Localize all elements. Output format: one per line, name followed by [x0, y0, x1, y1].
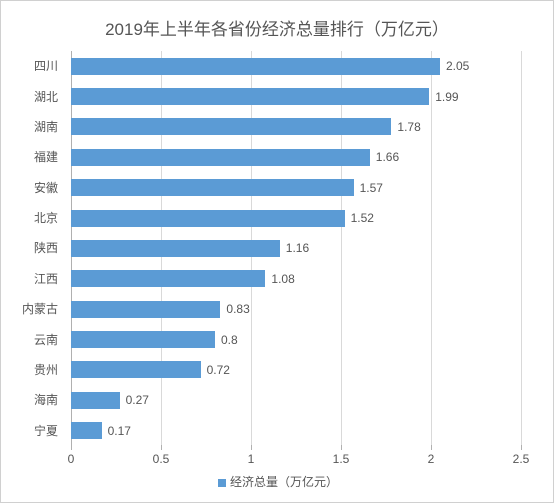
- category-label: 海南: [1, 389, 66, 411]
- chart-title: 2019年上半年各省份经济总量排行（万亿元）: [1, 1, 553, 40]
- category-label: 湖北: [1, 86, 66, 108]
- bar-value-label: 1.57: [360, 181, 383, 195]
- category-label: 四川: [1, 55, 66, 77]
- bar-value-label: 0.17: [108, 424, 131, 438]
- category-label: 福建: [1, 146, 66, 168]
- bar: [71, 392, 120, 409]
- bar-value-label: 0.72: [207, 363, 230, 377]
- bar-value-label: 1.99: [435, 90, 458, 104]
- category-label: 贵州: [1, 359, 66, 381]
- bar-value-label: 1.52: [351, 211, 374, 225]
- bar-row: 1.57: [71, 177, 521, 199]
- x-tick-mark: [251, 445, 252, 450]
- bar-value-label: 2.05: [446, 59, 469, 73]
- x-tick-mark: [521, 445, 522, 450]
- bar-value-label: 1.78: [397, 120, 420, 134]
- bars-holder: 2.05 1.99 1.78 1.66 1.57 1.52 1.16 1.08 0.83 0.8 0…: [71, 51, 521, 446]
- x-tick-label: 1.5: [333, 452, 350, 466]
- legend-swatch: [218, 479, 226, 487]
- category-label: 江西: [1, 268, 66, 290]
- bar: [71, 270, 265, 287]
- bar-value-label: 0.8: [221, 333, 238, 347]
- bar-row: 0.8: [71, 329, 521, 351]
- bar: [71, 422, 102, 439]
- category-label: 云南: [1, 329, 66, 351]
- bar-row: 0.27: [71, 389, 521, 411]
- bar: [71, 361, 201, 378]
- x-axis: 00.511.522.5: [71, 446, 521, 466]
- bar-row: 2.05: [71, 55, 521, 77]
- y-axis-category-labels: 四川湖北湖南福建安徽北京陕西江西内蒙古云南贵州海南宁夏: [1, 51, 66, 446]
- category-label: 宁夏: [1, 420, 66, 442]
- bar-row: 1.52: [71, 207, 521, 229]
- x-tick-mark: [71, 445, 72, 450]
- x-tick-mark: [431, 445, 432, 450]
- bar-row: 0.72: [71, 359, 521, 381]
- bar-row: 1.78: [71, 116, 521, 138]
- bar-value-label: 1.08: [271, 272, 294, 286]
- bar-value-label: 1.16: [286, 241, 309, 255]
- bar: [71, 58, 440, 75]
- chart-container: 2019年上半年各省份经济总量排行（万亿元） 四川湖北湖南福建安徽北京陕西江西内…: [0, 0, 554, 503]
- legend-label: 经济总量（万亿元）: [230, 475, 338, 489]
- x-tick-mark: [161, 445, 162, 450]
- gridline: [521, 51, 522, 446]
- bar: [71, 118, 391, 135]
- category-label: 安徽: [1, 177, 66, 199]
- category-label: 北京: [1, 207, 66, 229]
- x-tick-label: 2.5: [513, 452, 530, 466]
- x-tick-label: 0.5: [153, 452, 170, 466]
- bar-value-label: 0.27: [126, 393, 149, 407]
- bar-row: 1.08: [71, 268, 521, 290]
- bar: [71, 240, 280, 257]
- bar: [71, 149, 370, 166]
- bar: [71, 179, 354, 196]
- bar-row: 1.99: [71, 86, 521, 108]
- bar-value-label: 1.66: [376, 150, 399, 164]
- bar: [71, 301, 220, 318]
- category-label: 内蒙古: [1, 298, 66, 320]
- x-tick-label: 2: [428, 452, 435, 466]
- bar-row: 0.17: [71, 420, 521, 442]
- x-tick-label: 1: [248, 452, 255, 466]
- bar: [71, 210, 345, 227]
- bar-row: 1.16: [71, 237, 521, 259]
- legend: 经济总量（万亿元）: [1, 473, 554, 490]
- bar: [71, 331, 215, 348]
- x-tick-mark: [341, 445, 342, 450]
- category-label: 湖南: [1, 116, 66, 138]
- bar-row: 1.66: [71, 146, 521, 168]
- bar-row: 0.83: [71, 298, 521, 320]
- x-tick-label: 0: [68, 452, 75, 466]
- bar-value-label: 0.83: [226, 302, 249, 316]
- bar: [71, 88, 429, 105]
- category-label: 陕西: [1, 237, 66, 259]
- plot-area: 2.05 1.99 1.78 1.66 1.57 1.52 1.16 1.08 0.83 0.8 0…: [71, 51, 521, 446]
